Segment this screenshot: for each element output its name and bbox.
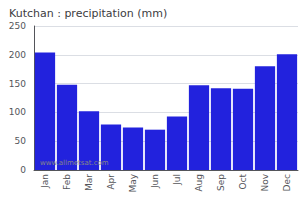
svg-text:Apr: Apr	[106, 174, 116, 190]
svg-text:www.allmetsat.com: www.allmetsat.com	[40, 159, 109, 167]
svg-text:Nov: Nov	[260, 173, 270, 191]
svg-text:150: 150	[9, 79, 26, 89]
svg-text:0: 0	[20, 165, 26, 175]
svg-text:50: 50	[15, 136, 27, 146]
svg-text:Mar: Mar	[84, 174, 94, 191]
svg-text:Sep: Sep	[216, 174, 226, 191]
svg-text:Kutchan : precipitation (mm): Kutchan : precipitation (mm)	[9, 7, 167, 20]
svg-text:100: 100	[9, 107, 26, 117]
svg-text:Dec: Dec	[282, 174, 292, 191]
svg-text:Jan: Jan	[40, 174, 50, 189]
svg-text:250: 250	[9, 21, 26, 31]
svg-text:May: May	[128, 173, 138, 192]
svg-text:Aug: Aug	[194, 174, 204, 192]
svg-text:Oct: Oct	[238, 174, 248, 190]
svg-text:Jul: Jul	[172, 174, 182, 186]
svg-text:Feb: Feb	[62, 174, 72, 190]
svg-text:Jun: Jun	[150, 174, 160, 189]
svg-text:200: 200	[9, 50, 26, 60]
